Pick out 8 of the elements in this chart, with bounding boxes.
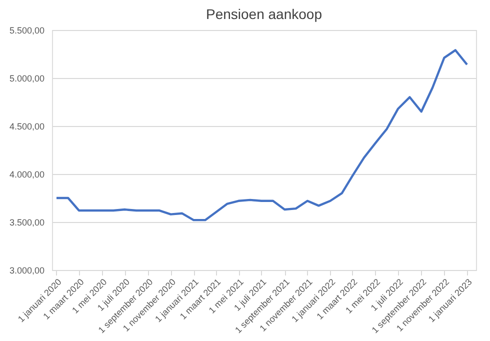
y-tick-label: 4.000,00	[9, 170, 44, 180]
chart-title: Pensioen aankoop	[206, 6, 322, 22]
line-series	[55, 49, 468, 222]
y-tick-label: 5.000,00	[9, 74, 44, 84]
y-tick-label: 5.500,00	[9, 26, 44, 36]
y-tick-label: 4.500,00	[9, 122, 44, 132]
y-tick-label: 3.000,00	[9, 266, 44, 276]
y-tick-label: 3.500,00	[9, 218, 44, 228]
